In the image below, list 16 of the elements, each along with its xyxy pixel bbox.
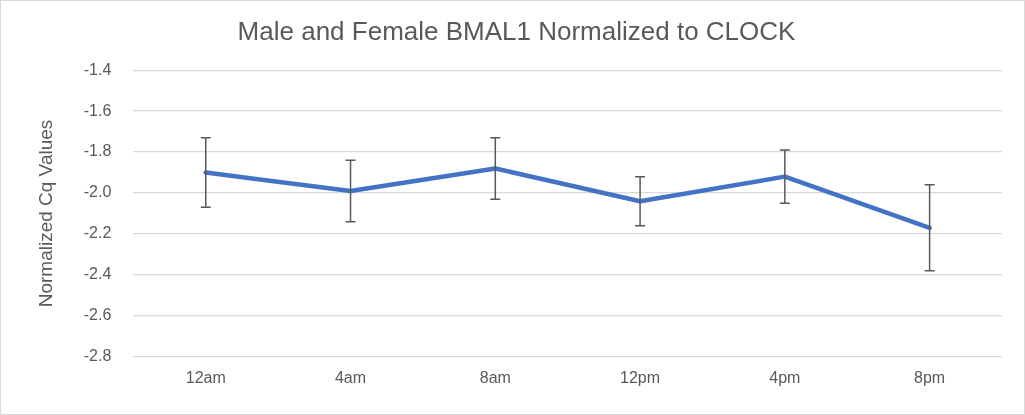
y-tick-label: -1.8 xyxy=(83,142,112,160)
y-tick-label: -1.4 xyxy=(83,60,112,78)
y-tick-label: -2.4 xyxy=(83,265,112,283)
x-tick-label: 8pm xyxy=(914,368,946,386)
y-tick-label: -2.6 xyxy=(83,306,112,324)
y-tick-label: -1.6 xyxy=(83,101,112,119)
y-axis-title: Normalized Cq Values xyxy=(34,119,56,308)
x-tick-label: 12pm xyxy=(620,368,661,386)
y-tick-label: -2.2 xyxy=(83,224,112,242)
x-tick-label: 12am xyxy=(185,368,226,386)
x-tick-label: 4pm xyxy=(769,368,801,386)
y-tick-label: -2.8 xyxy=(83,347,112,365)
x-tick-label: 8am xyxy=(479,368,511,386)
y-tick-label: -2.0 xyxy=(83,183,112,201)
x-tick-label: 4am xyxy=(334,368,367,386)
chart-title: Male and Female BMAL1 Normalized to CLOCK xyxy=(237,15,797,46)
